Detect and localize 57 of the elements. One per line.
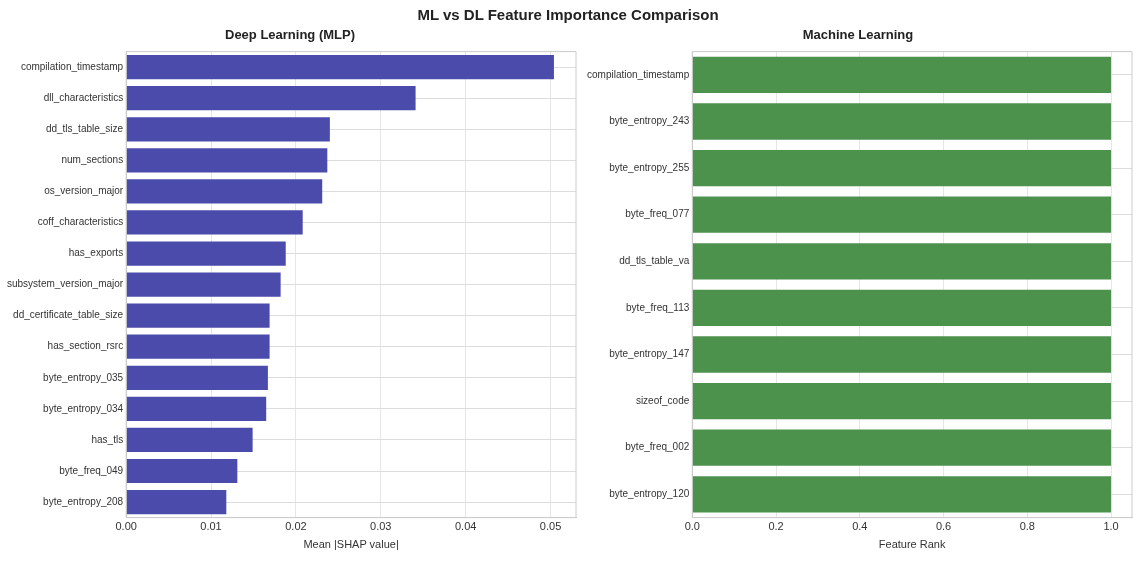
x-tick-label: 0.01 — [200, 520, 222, 533]
y-tick-label: byte_freq_077 — [625, 208, 690, 220]
x-tick-label: 0.00 — [115, 520, 137, 533]
x-tick-label: 0.04 — [454, 520, 477, 533]
x-tick-label: 0.03 — [370, 520, 392, 533]
bar — [126, 303, 270, 328]
y-tick-label: byte_entropy_147 — [609, 348, 690, 360]
chart-subtitle: Machine Learning — [802, 27, 914, 43]
x-tick-label: 1.0 — [1103, 520, 1119, 533]
x-tick-label: 0.2 — [768, 520, 784, 533]
chart-title: ML vs DL Feature Importance Comparison — [416, 6, 720, 23]
y-tick-label: compilation_timestamp — [20, 60, 124, 72]
y-tick-label: has_exports — [68, 247, 124, 259]
bar — [126, 489, 227, 515]
x-axis-title: Feature Rank — [878, 538, 946, 551]
y-tick-label: dll_characteristics — [43, 91, 124, 103]
bar — [126, 396, 267, 421]
y-tick-label: compilation_timestamp — [587, 68, 690, 80]
y-tick-label: byte_freq_002 — [625, 441, 690, 453]
bar — [126, 272, 281, 297]
y-tick-label: byte_entropy_208 — [43, 495, 124, 507]
bar — [126, 117, 330, 142]
y-tick-label: byte_entropy_243 — [609, 115, 690, 127]
y-tick-label: coff_characteristics — [37, 216, 124, 228]
y-tick-label: byte_entropy_120 — [609, 488, 690, 500]
x-tick-label: 0.05 — [539, 520, 562, 533]
y-tick-label: sizeof_code — [635, 394, 690, 406]
bar — [126, 210, 303, 235]
y-tick-label: num_sections — [61, 154, 124, 166]
x-tick-label: 0.8 — [1019, 520, 1035, 533]
y-tick-label: byte_entropy_034 — [43, 402, 124, 414]
y-tick-label: has_section_rsrc — [47, 340, 124, 352]
y-tick-label: byte_entropy_255 — [609, 161, 690, 173]
chart-subtitle: Deep Learning (MLP) — [224, 27, 356, 43]
bar — [126, 241, 286, 266]
y-tick-label: subsystem_version_major — [6, 278, 124, 290]
bar — [126, 334, 270, 359]
y-tick-label: dd_tls_table_size — [45, 123, 124, 135]
x-tick-label: 0.6 — [935, 520, 952, 533]
y-tick-label: byte_freq_113 — [626, 301, 690, 313]
bar — [126, 55, 554, 80]
bar — [126, 148, 328, 173]
y-tick-label: byte_freq_049 — [59, 464, 124, 476]
y-tick-label: has_tls — [91, 433, 124, 445]
x-tick-label: 0.4 — [852, 520, 868, 533]
x-tick-label: 0.02 — [285, 520, 307, 533]
bar — [126, 458, 238, 484]
x-axis-title: Mean |SHAP value| — [303, 538, 399, 551]
bar — [126, 179, 323, 204]
bar — [126, 86, 416, 111]
y-tick-label: os_version_major — [44, 185, 124, 197]
bar — [126, 427, 253, 453]
x-tick-label: 0.0 — [684, 520, 700, 533]
y-tick-label: dd_certificate_table_size — [13, 309, 124, 321]
y-tick-label: byte_entropy_035 — [43, 371, 124, 383]
y-tick-label: dd_tls_table_va — [619, 255, 690, 267]
bar — [126, 365, 268, 390]
